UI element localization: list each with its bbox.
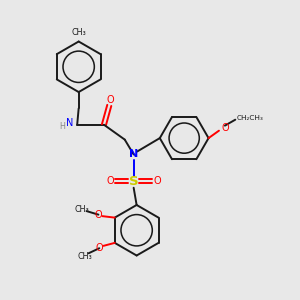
Text: CH₃: CH₃ — [71, 28, 86, 37]
Text: S: S — [129, 175, 139, 188]
Text: O: O — [154, 176, 161, 186]
Text: O: O — [221, 123, 229, 133]
Text: O: O — [94, 210, 102, 220]
Text: O: O — [107, 95, 115, 105]
Text: N: N — [66, 118, 74, 128]
Text: CH₂CH₃: CH₂CH₃ — [237, 115, 264, 121]
Text: H: H — [59, 122, 65, 131]
Text: CH₃: CH₃ — [77, 252, 92, 261]
Text: CH₃: CH₃ — [75, 205, 89, 214]
Text: O: O — [95, 243, 103, 253]
Text: N: N — [129, 149, 138, 160]
Text: O: O — [106, 176, 114, 186]
